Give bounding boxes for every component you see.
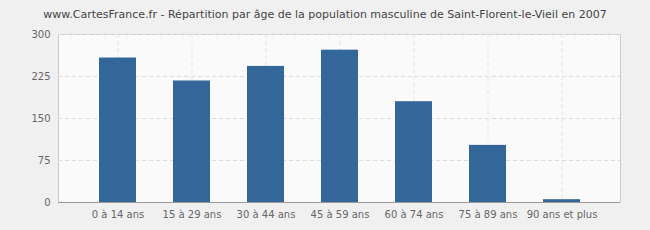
svg-text:225: 225 [31,71,50,82]
html-text:www.CartesFrance.fr - Répartit: www.CartesFrance.fr - Répartition par âg… [43,8,607,21]
svg-text:0 à 14 ans: 0 à 14 ans [92,209,144,220]
svg-text:0: 0 [44,197,50,208]
svg-text:30 à 44 ans: 30 à 44 ans [237,209,296,220]
svg-text:150: 150 [31,113,50,124]
svg-text:75: 75 [38,155,51,166]
svg-text:90 ans et plus: 90 ans et plus [527,209,598,220]
svg-text:75 à 89 ans: 75 à 89 ans [459,209,518,220]
svg-text:15 à 29 ans: 15 à 29 ans [163,209,222,220]
svg-text:45 à 59 ans: 45 à 59 ans [311,209,370,220]
svg-text:300: 300 [31,29,50,40]
svg-text:60 à 74 ans: 60 à 74 ans [385,209,444,220]
